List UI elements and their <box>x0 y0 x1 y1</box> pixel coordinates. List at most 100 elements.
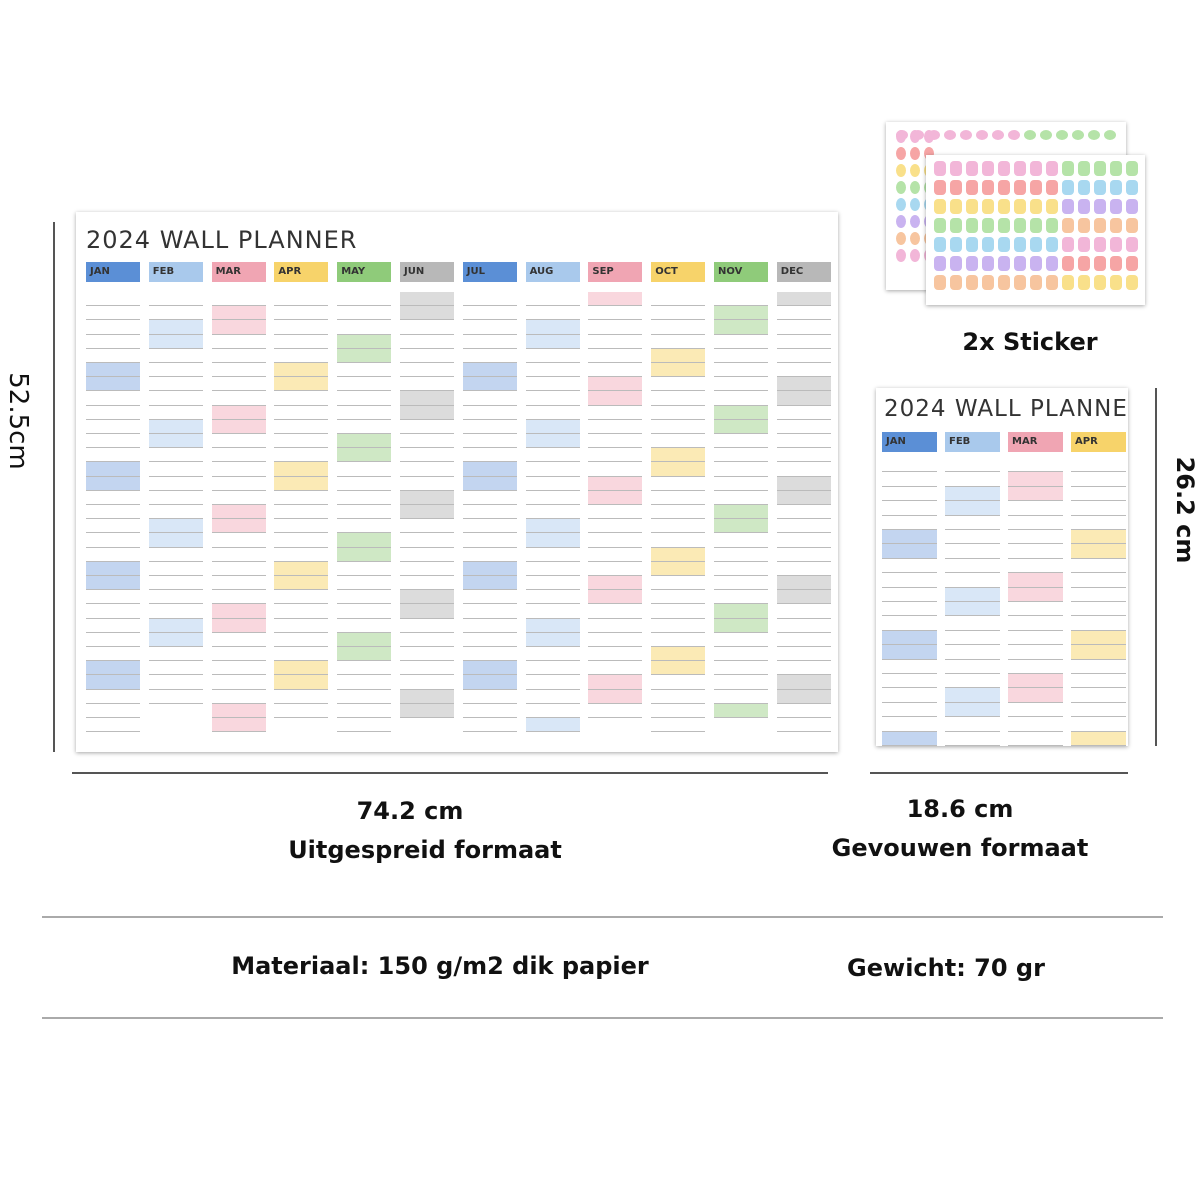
day-row <box>525 462 580 477</box>
day-row <box>945 688 1000 703</box>
day-row <box>945 458 1000 473</box>
day-row <box>588 335 643 349</box>
day-row <box>274 647 329 662</box>
day-row <box>148 391 203 406</box>
day-row <box>211 633 266 647</box>
width-caption: Uitgespreid formaat <box>288 836 562 864</box>
month-header: NOV <box>714 262 768 282</box>
day-row <box>337 690 392 704</box>
day-row <box>211 533 266 548</box>
day-row <box>882 472 937 487</box>
day-row <box>148 448 203 463</box>
day-row <box>86 561 140 576</box>
day-row <box>274 335 329 349</box>
day-row <box>337 661 392 676</box>
day-row <box>400 377 454 392</box>
sticker <box>998 161 1010 176</box>
sticker <box>982 199 994 214</box>
day-row <box>714 434 768 449</box>
sticker <box>960 130 972 140</box>
day-row <box>211 419 266 434</box>
day-row <box>651 590 706 605</box>
month-header: JAN <box>86 262 140 282</box>
day-row <box>400 335 454 349</box>
sticker <box>1056 130 1068 140</box>
day-row <box>148 647 203 662</box>
day-row <box>525 675 580 690</box>
day-row <box>462 335 517 349</box>
sticker <box>998 237 1010 252</box>
sticker <box>1030 180 1042 195</box>
day-row <box>148 406 203 420</box>
day-row <box>400 519 454 534</box>
day-row <box>882 630 937 646</box>
day-row <box>148 306 203 321</box>
sticker <box>1030 218 1042 233</box>
sticker <box>934 180 946 195</box>
day-row <box>337 632 392 647</box>
day-row <box>588 292 643 307</box>
day-row <box>86 704 140 718</box>
day-row <box>776 505 831 520</box>
day-row <box>148 320 203 335</box>
day-row <box>651 406 706 420</box>
day-row <box>1071 602 1126 617</box>
day-row <box>776 633 831 647</box>
day-row <box>400 490 454 505</box>
day-row <box>776 562 831 576</box>
day-row <box>211 690 266 704</box>
day-row <box>211 434 266 449</box>
sticker <box>896 198 906 211</box>
day-row <box>337 477 392 491</box>
day-row <box>588 519 643 534</box>
day-row <box>462 377 517 392</box>
sticker <box>1110 275 1122 290</box>
day-row <box>588 533 643 548</box>
sticker <box>934 199 946 214</box>
day-row <box>651 391 706 406</box>
sticker <box>1078 218 1090 233</box>
sticker <box>966 237 978 252</box>
day-row <box>86 505 140 520</box>
day-row <box>274 391 329 406</box>
day-row <box>211 491 266 505</box>
day-row <box>462 391 517 406</box>
day-row <box>337 320 392 335</box>
day-row <box>945 472 1000 487</box>
day-row <box>274 661 329 676</box>
day-row <box>462 320 517 335</box>
day-row <box>776 434 831 449</box>
day-row <box>274 561 329 576</box>
day-row <box>274 633 329 647</box>
day-row <box>274 434 329 449</box>
day-row <box>714 661 768 676</box>
separator <box>42 1017 1163 1019</box>
day-row <box>86 335 140 349</box>
day-row <box>274 704 329 718</box>
day-row <box>211 576 266 591</box>
sticker <box>896 215 906 228</box>
day-row <box>86 476 140 491</box>
day-row <box>274 420 329 434</box>
sticker <box>934 237 946 252</box>
sticker <box>1078 275 1090 290</box>
day-row <box>1008 559 1063 574</box>
sticker <box>1094 161 1106 176</box>
day-row <box>148 419 203 434</box>
month-header: OCT <box>651 262 706 282</box>
sticker <box>896 147 906 160</box>
day-row <box>462 718 517 733</box>
sticker <box>912 130 924 140</box>
day-row <box>86 420 140 434</box>
sticker <box>1014 256 1026 271</box>
day-row <box>337 519 392 534</box>
day-row <box>882 544 937 559</box>
sticker <box>1046 237 1058 252</box>
sticker <box>910 249 920 262</box>
day-row <box>714 576 768 591</box>
day-row <box>1071 731 1126 746</box>
day-row <box>1008 660 1063 674</box>
day-row <box>86 519 140 534</box>
day-row <box>651 335 706 349</box>
day-row <box>525 690 580 704</box>
